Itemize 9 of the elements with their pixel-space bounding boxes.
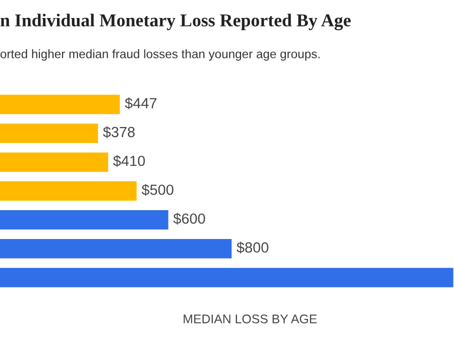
data-label: $600 [173, 212, 206, 225]
chart-title: n Individual Monetary Loss Reported By Age [0, 14, 351, 30]
data-label: $800 [236, 242, 268, 254]
data-label: $447 [124, 97, 156, 110]
x-axis-title: MEDIAN LOSS BY AGE [184, 314, 317, 324]
data-label: $410 [113, 155, 145, 167]
chart-subtitle: orted higher median fraud losses than younger age groups. [0, 49, 320, 61]
data-label: $378 [103, 126, 135, 138]
data-label: $500 [142, 184, 174, 196]
